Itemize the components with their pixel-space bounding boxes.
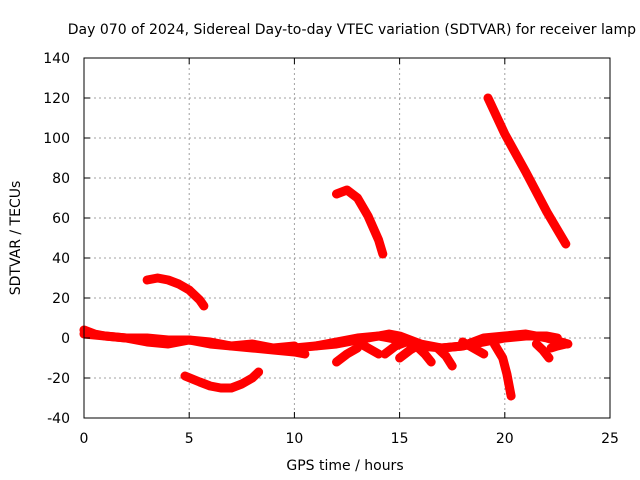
data-point (479, 350, 488, 358)
data-point (561, 340, 570, 348)
data-point (180, 372, 189, 380)
data-point (206, 382, 215, 390)
data-point (544, 354, 553, 362)
y-tick-label: 140 (43, 51, 70, 67)
data-series (79, 93, 573, 401)
data-point (195, 296, 204, 304)
data-point (332, 358, 341, 366)
y-tick-label: 40 (52, 251, 70, 267)
data-point (185, 336, 194, 344)
data-point (448, 362, 457, 370)
data-point (561, 240, 570, 248)
data-point (469, 344, 478, 352)
data-point (479, 334, 488, 342)
data-point (502, 370, 511, 378)
data-point (248, 374, 257, 382)
data-point (406, 346, 415, 354)
chart-title: Day 070 of 2024, Sidereal Day-to-day VTE… (68, 22, 636, 38)
data-point (374, 236, 383, 244)
x-axis-title: GPS time / hours (286, 458, 403, 474)
y-tick-label: 0 (61, 331, 70, 347)
data-point (433, 344, 442, 352)
data-point (500, 332, 509, 340)
data-point (542, 334, 551, 342)
data-point (380, 350, 389, 358)
data-point (412, 342, 421, 350)
data-point (343, 186, 351, 194)
data-point (237, 380, 246, 388)
series-arc-lower (180, 367, 264, 393)
data-point (101, 332, 110, 340)
data-point (164, 276, 173, 284)
data-point (174, 280, 183, 288)
x-tick-label: 20 (496, 431, 514, 447)
data-point (391, 342, 400, 350)
y-tick-label: 100 (43, 131, 70, 147)
data-point (427, 358, 436, 366)
data-point (490, 340, 499, 348)
data-point (248, 340, 257, 348)
data-point (153, 274, 162, 282)
data-point (216, 384, 225, 392)
y-tick-label: 60 (52, 211, 70, 227)
y-tick-label: 80 (52, 171, 70, 187)
data-point (458, 338, 467, 346)
data-point (374, 332, 383, 340)
y-tick-label: -40 (47, 411, 70, 427)
data-point (332, 338, 341, 346)
data-point (353, 194, 362, 202)
axis-ticks: 0 5 10 15 20 25 -40 -20 0 20 40 60 80 100 120 140 (43, 51, 619, 447)
x-tick-label: 5 (185, 431, 194, 447)
data-point (254, 368, 263, 376)
data-point (521, 330, 530, 338)
data-point (195, 378, 204, 386)
y-tick-label: -20 (47, 371, 70, 387)
x-tick-label: 15 (391, 431, 409, 447)
data-point (420, 350, 429, 358)
data-point (547, 344, 556, 352)
data-point (353, 338, 362, 346)
data-point (122, 334, 131, 342)
data-point (498, 354, 507, 362)
data-point (199, 302, 208, 310)
data-point (401, 338, 410, 346)
data-point (500, 130, 509, 138)
data-point (364, 212, 373, 220)
data-point (343, 350, 351, 358)
data-point (507, 392, 516, 400)
y-tick-label: 120 (43, 91, 70, 107)
data-point (364, 344, 373, 352)
plot-frame (83, 57, 611, 419)
data-point (395, 354, 404, 362)
data-point (206, 340, 215, 348)
data-point (143, 338, 152, 346)
series-arc-upper-left (142, 273, 209, 311)
data-point (542, 208, 551, 216)
data-point (532, 340, 541, 348)
y-axis-title: SDTVAR / TECUs (8, 181, 24, 296)
data-point (143, 276, 152, 284)
data-point (164, 340, 173, 348)
data-point (538, 346, 547, 354)
data-point (269, 344, 278, 352)
x-tick-label: 25 (601, 431, 619, 447)
data-point (332, 190, 341, 198)
data-point (483, 94, 492, 102)
data-point (553, 342, 562, 350)
data-point (378, 250, 387, 258)
data-point (227, 384, 236, 392)
data-point (441, 352, 450, 360)
series-arc-middle (332, 185, 388, 259)
data-point (185, 286, 194, 294)
x-tick-label: 0 (80, 431, 89, 447)
y-tick-label: 20 (52, 291, 70, 307)
x-tick-label: 10 (285, 431, 303, 447)
grid (84, 58, 610, 418)
data-point (521, 168, 530, 176)
series-dip-8 (489, 339, 516, 401)
data-point (290, 344, 299, 352)
data-point (311, 342, 320, 350)
data-point (227, 342, 236, 350)
